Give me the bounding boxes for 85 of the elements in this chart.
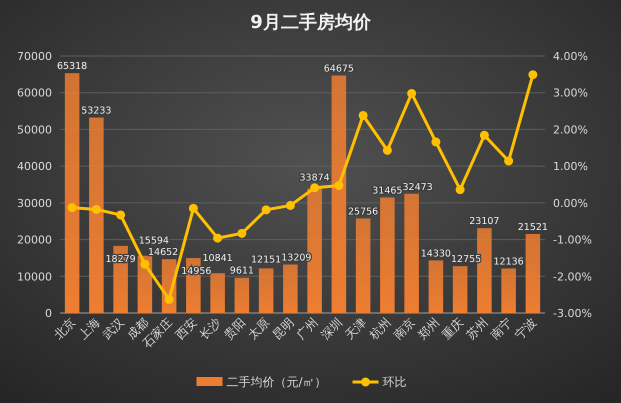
x-tick-label: 南宁 xyxy=(488,315,515,342)
y-tick-label: 0 xyxy=(45,307,52,320)
point xyxy=(286,200,295,210)
y-tick-label: 10000 xyxy=(17,270,52,284)
data-label: 33874 xyxy=(300,172,330,184)
data-label: 32473 xyxy=(402,182,433,193)
y2-tick-label: -3.00% xyxy=(553,307,592,320)
point xyxy=(358,110,368,120)
point xyxy=(334,181,344,190)
point xyxy=(164,294,174,304)
y-tick-label: 20000 xyxy=(17,234,52,247)
bar xyxy=(380,197,395,313)
bar xyxy=(234,278,250,313)
data-label: 14652 xyxy=(148,247,178,258)
data-label: 15594 xyxy=(138,236,169,247)
x-tick-label: 重庆 xyxy=(439,315,466,342)
point xyxy=(310,183,320,192)
x-tick-label: 昆明 xyxy=(270,315,296,342)
point xyxy=(262,205,271,214)
bar xyxy=(332,76,346,313)
point xyxy=(382,146,392,155)
point xyxy=(116,210,126,220)
x-tick-label: 太原 xyxy=(245,315,272,342)
point xyxy=(213,234,222,243)
bar xyxy=(258,268,274,313)
y-tick-label: 60000 xyxy=(17,86,52,100)
bar xyxy=(64,73,80,313)
bar xyxy=(283,264,298,313)
point xyxy=(92,204,101,214)
data-label: 12136 xyxy=(494,256,524,268)
x-tick-label: 郑州 xyxy=(415,315,442,342)
y-tick-label: 50000 xyxy=(17,123,52,136)
y2-tick-label: 2.00% xyxy=(553,123,588,136)
y2-tick-label: 4.00% xyxy=(553,50,588,63)
x-tick-label: 宁波 xyxy=(512,315,539,342)
data-label: 14330 xyxy=(420,248,451,260)
point xyxy=(480,130,489,140)
bar xyxy=(89,118,104,313)
y2-tick-label: 3.00% xyxy=(553,86,588,100)
y-tick-label: 30000 xyxy=(17,196,52,210)
point xyxy=(528,70,538,80)
bar xyxy=(526,234,540,313)
point xyxy=(431,137,440,146)
data-label: 65318 xyxy=(57,61,88,72)
x-tick-label: 南京 xyxy=(390,315,418,342)
legend-label: 环比 xyxy=(382,375,406,389)
data-label: 21521 xyxy=(518,222,548,233)
data-label: 10841 xyxy=(202,253,233,264)
data-label: 53233 xyxy=(81,106,112,117)
x-tick-label: 深圳 xyxy=(318,315,345,342)
bar xyxy=(501,268,516,313)
chart-title: 9月二手房均价 xyxy=(250,12,372,33)
data-label: 25756 xyxy=(348,206,378,218)
data-label: 64675 xyxy=(324,64,354,75)
x-tick-label: 武汉 xyxy=(100,315,127,342)
bar xyxy=(404,194,419,313)
x-tick-label: 苏州 xyxy=(464,315,490,342)
x-tick-label: 北京 xyxy=(51,315,78,342)
bar xyxy=(428,260,444,313)
data-label: 31465 xyxy=(372,185,402,196)
bar xyxy=(210,273,225,313)
x-tick-label: 西安 xyxy=(172,315,200,342)
data-label: 12151 xyxy=(251,254,282,266)
x-tick-label: 贵阳 xyxy=(221,315,248,342)
bar xyxy=(356,218,370,313)
point xyxy=(140,260,150,269)
point xyxy=(237,228,246,238)
point xyxy=(188,204,198,213)
point xyxy=(504,156,514,166)
x-tick-label: 长沙 xyxy=(196,315,224,342)
point xyxy=(407,88,416,98)
x-tick-label: 上海 xyxy=(76,315,102,342)
y2-tick-label: -2.00% xyxy=(553,270,592,284)
data-label: 23107 xyxy=(469,216,500,228)
point xyxy=(456,185,465,194)
y2-tick-label: 1.00% xyxy=(553,160,588,174)
y-tick-label: 40000 xyxy=(17,160,52,174)
x-tick-label: 广州 xyxy=(294,315,321,342)
point xyxy=(68,203,77,212)
legend-label: 二手均价（元/㎡） xyxy=(226,375,327,389)
y-tick-label: 70000 xyxy=(17,50,52,63)
data-label: 9611 xyxy=(230,266,254,277)
y2-tick-label: 0.00% xyxy=(553,196,588,210)
y2-tick-label: -1.00% xyxy=(553,234,592,247)
bar xyxy=(452,266,468,313)
